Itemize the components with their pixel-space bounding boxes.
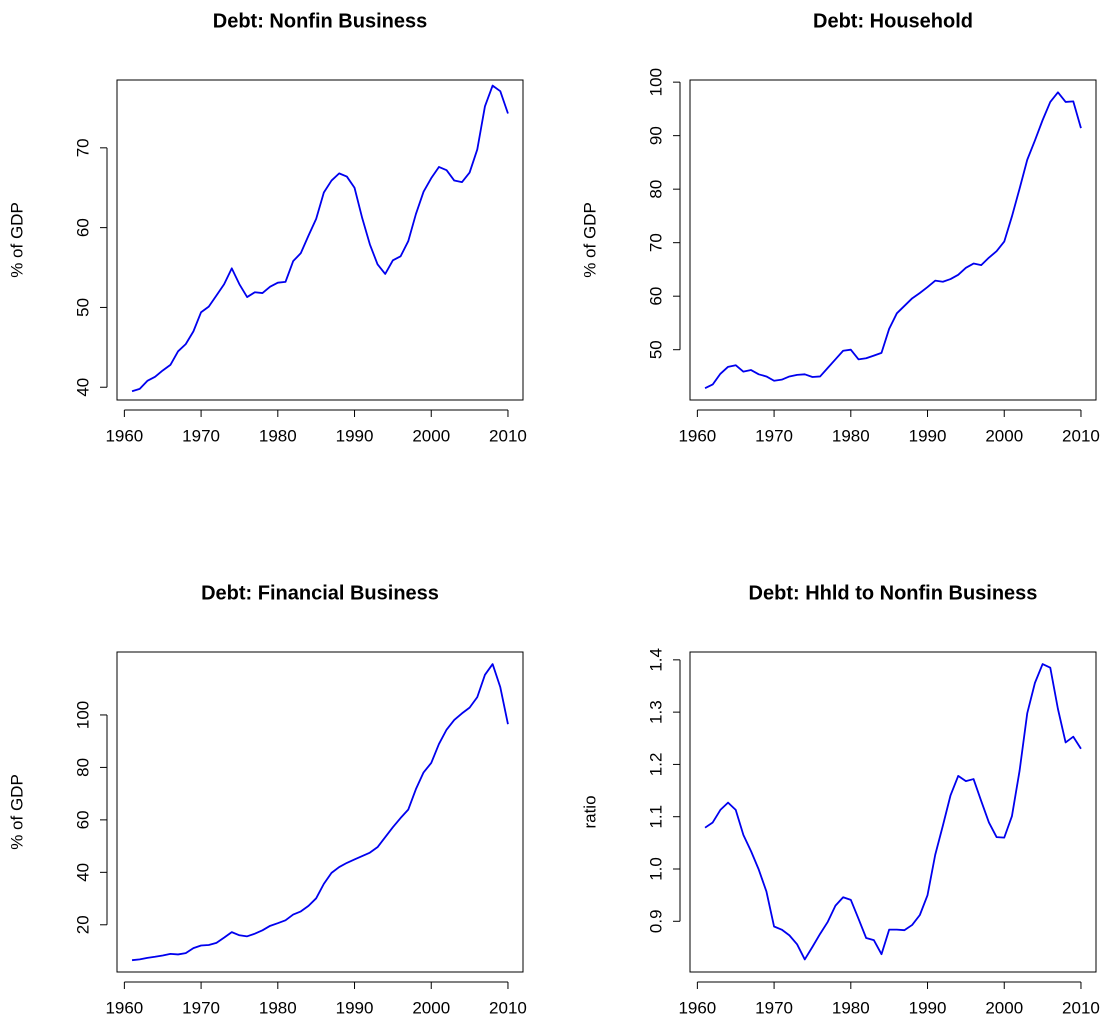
y-tick-label: 50	[646, 340, 665, 359]
y-tick-label: 70	[646, 233, 665, 252]
y-axis-label: ratio	[580, 795, 599, 828]
y-tick-label: 0.9	[646, 909, 665, 933]
x-tick-label: 1990	[336, 998, 374, 1017]
y-tick-label: 60	[646, 287, 665, 306]
y-tick-label: 1.4	[646, 648, 665, 672]
x-tick-label: 1960	[105, 426, 143, 445]
chart-title: Debt: Nonfin Business	[213, 10, 427, 32]
x-tick-label: 1980	[259, 426, 297, 445]
y-tick-label: 1.0	[646, 857, 665, 881]
y-axis-label: % of GDP	[7, 202, 26, 278]
x-tick-label: 1990	[909, 998, 947, 1017]
y-tick-label: 1.1	[646, 805, 665, 829]
x-tick-label: 1980	[832, 426, 870, 445]
y-axis-label: % of GDP	[580, 202, 599, 278]
x-tick-label: 1960	[105, 998, 143, 1017]
x-tick-label: 2000	[985, 998, 1023, 1017]
x-tick-label: 2010	[489, 426, 527, 445]
y-tick-label: 50	[73, 298, 92, 317]
plot-box	[116, 651, 524, 973]
x-tick-label: 1980	[832, 998, 870, 1017]
y-tick-label: 60	[73, 810, 92, 829]
x-tick-label: 1990	[336, 426, 374, 445]
y-tick-label: 40	[73, 378, 92, 397]
y-tick-label: 100	[646, 68, 665, 96]
y-tick-label: 80	[646, 180, 665, 199]
x-tick-label: 1970	[755, 998, 793, 1017]
chart-title: Debt: Hhld to Nonfin Business	[749, 582, 1038, 604]
y-tick-label: 100	[73, 701, 92, 729]
chart-title: Debt: Household	[813, 10, 973, 32]
y-tick-label: 20	[73, 915, 92, 934]
x-tick-label: 1960	[678, 998, 716, 1017]
y-tick-label: 80	[73, 758, 92, 777]
y-tick-label: 1.2	[646, 753, 665, 777]
x-tick-label: 1970	[755, 426, 793, 445]
x-tick-label: 2010	[1062, 998, 1100, 1017]
x-tick-label: 1980	[259, 998, 297, 1017]
plot-box	[689, 79, 1097, 401]
plot-box	[116, 79, 524, 401]
x-tick-label: 1990	[909, 426, 947, 445]
y-tick-label: 1.3	[646, 700, 665, 724]
x-tick-label: 1970	[182, 426, 220, 445]
data-line	[704, 91, 1082, 390]
x-tick-label: 2000	[412, 426, 450, 445]
y-tick-label: 60	[73, 218, 92, 237]
x-tick-label: 1960	[678, 426, 716, 445]
x-tick-label: 1970	[182, 998, 220, 1017]
data-line	[131, 663, 509, 962]
x-tick-label: 2000	[412, 998, 450, 1017]
y-tick-label: 40	[73, 863, 92, 882]
y-axis-label: % of GDP	[7, 774, 26, 850]
data-line	[131, 84, 509, 393]
x-tick-label: 2010	[489, 998, 527, 1017]
plot-box	[689, 651, 1097, 973]
y-tick-label: 70	[73, 138, 92, 157]
y-tick-label: 90	[646, 126, 665, 145]
data-line	[704, 663, 1082, 961]
chart-title: Debt: Financial Business	[201, 582, 439, 604]
x-tick-label: 2000	[985, 426, 1023, 445]
x-tick-label: 2010	[1062, 426, 1100, 445]
